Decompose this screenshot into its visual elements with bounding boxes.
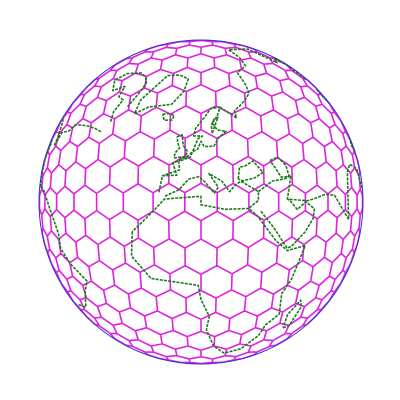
coastline-north-america xyxy=(39,117,102,187)
coastline-layer xyxy=(39,48,363,354)
coastline-blacksea xyxy=(237,160,264,182)
coastline-caspian xyxy=(269,156,290,178)
coastline-europe xyxy=(158,106,227,193)
globe-outline xyxy=(38,39,364,365)
coastline-africa xyxy=(130,195,307,354)
coastline-scandinavia-gulf xyxy=(210,116,219,134)
coastline-asia xyxy=(219,48,363,221)
coastline-iceland xyxy=(161,112,175,122)
coastline-canada xyxy=(109,72,148,122)
coastline-arabia xyxy=(260,198,316,249)
coastline-greenland xyxy=(133,74,190,115)
coastline-britain xyxy=(173,134,189,159)
coastline-mediterranean xyxy=(164,172,260,210)
coastline-madagascar xyxy=(282,299,302,329)
coastline-south-america xyxy=(40,186,88,308)
